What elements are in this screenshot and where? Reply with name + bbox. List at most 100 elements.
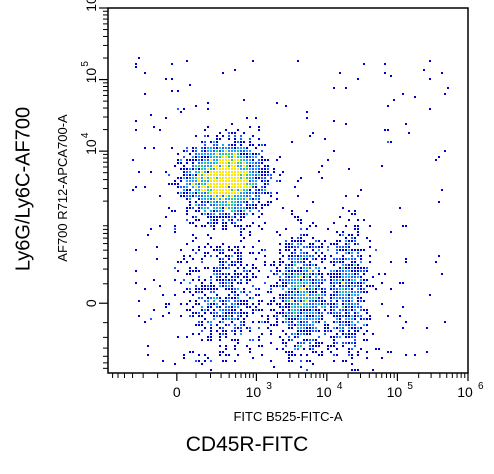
event-dot: [297, 258, 299, 260]
event-dot: [228, 285, 230, 287]
event-dot: [213, 156, 215, 158]
event-dot: [291, 141, 293, 143]
event-dot: [234, 159, 236, 161]
event-dot: [300, 309, 302, 311]
event-dot: [231, 222, 233, 224]
event-dot: [345, 249, 347, 251]
event-dot: [246, 162, 248, 164]
event-dot: [231, 261, 233, 263]
event-dot: [318, 282, 320, 284]
event-dot: [165, 303, 167, 305]
event-dot: [276, 192, 278, 194]
event-dot: [354, 315, 356, 317]
event-dot: [198, 360, 200, 362]
event-dot: [366, 339, 368, 341]
event-dot: [252, 267, 254, 269]
event-dot: [276, 102, 278, 104]
event-dot: [354, 249, 356, 251]
event-dot: [330, 330, 332, 332]
event-dot: [237, 306, 239, 308]
event-dot: [282, 300, 284, 302]
event-dot: [366, 330, 368, 332]
event-dot: [363, 339, 365, 341]
event-dot: [231, 192, 233, 194]
event-dot: [285, 276, 287, 278]
event-dot: [345, 291, 347, 293]
event-dot: [297, 291, 299, 293]
event-dot: [219, 213, 221, 215]
event-dot: [381, 282, 383, 284]
event-dot: [339, 321, 341, 323]
event-dot: [363, 291, 365, 293]
event-dot: [243, 318, 245, 320]
event-dot: [210, 222, 212, 224]
event-dot: [291, 318, 293, 320]
event-dot: [249, 252, 251, 254]
event-dot: [228, 150, 230, 152]
event-dot: [240, 183, 242, 185]
event-dot: [258, 189, 260, 191]
event-dot: [357, 291, 359, 293]
event-dot: [264, 261, 266, 263]
event-dot: [216, 153, 218, 155]
event-dot: [168, 312, 170, 314]
event-dot: [210, 174, 212, 176]
event-dot: [219, 177, 221, 179]
event-dot: [147, 345, 149, 347]
event-dot: [252, 264, 254, 266]
event-dot: [312, 285, 314, 287]
event-dot: [219, 210, 221, 212]
event-dot: [249, 162, 251, 164]
event-dot: [177, 162, 179, 164]
event-dot: [210, 153, 212, 155]
event-dot: [177, 192, 179, 194]
event-dot: [303, 309, 305, 311]
event-dot: [351, 354, 353, 356]
event-dot: [255, 153, 257, 155]
event-dot: [246, 165, 248, 167]
event-dot: [354, 369, 356, 371]
event-dot: [369, 285, 371, 287]
event-dot: [207, 297, 209, 299]
event-dot: [327, 312, 329, 314]
event-dot: [348, 330, 350, 332]
event-dot: [342, 234, 344, 236]
event-dot: [372, 285, 374, 287]
event-dot: [330, 261, 332, 263]
event-dot: [249, 195, 251, 197]
event-dot: [288, 276, 290, 278]
event-dot: [279, 270, 281, 272]
event-dot: [345, 312, 347, 314]
event-dot: [243, 189, 245, 191]
event-dot: [390, 75, 392, 77]
event-dot: [216, 267, 218, 269]
event-dot: [252, 285, 254, 287]
event-dot: [300, 255, 302, 257]
event-dot: [201, 213, 203, 215]
event-dot: [204, 255, 206, 257]
event-dot: [228, 318, 230, 320]
event-dot: [354, 294, 356, 296]
event-dot: [291, 264, 293, 266]
event-dot: [207, 153, 209, 155]
event-dot: [177, 183, 179, 185]
event-dot: [285, 351, 287, 353]
event-dot: [357, 369, 359, 371]
event-dot: [303, 264, 305, 266]
event-dot: [195, 135, 197, 137]
event-dot: [306, 297, 308, 299]
event-dot: [204, 252, 206, 254]
event-dot: [201, 321, 203, 323]
event-dot: [207, 336, 209, 338]
event-dot: [357, 351, 359, 353]
event-dot: [237, 219, 239, 221]
event-dot: [339, 336, 341, 338]
event-dot: [189, 315, 191, 317]
event-dot: [201, 153, 203, 155]
event-dot: [132, 189, 134, 191]
event-dot: [135, 270, 137, 272]
event-dot: [318, 354, 320, 356]
event-dot: [351, 309, 353, 311]
event-dot: [213, 189, 215, 191]
event-dot: [348, 351, 350, 353]
